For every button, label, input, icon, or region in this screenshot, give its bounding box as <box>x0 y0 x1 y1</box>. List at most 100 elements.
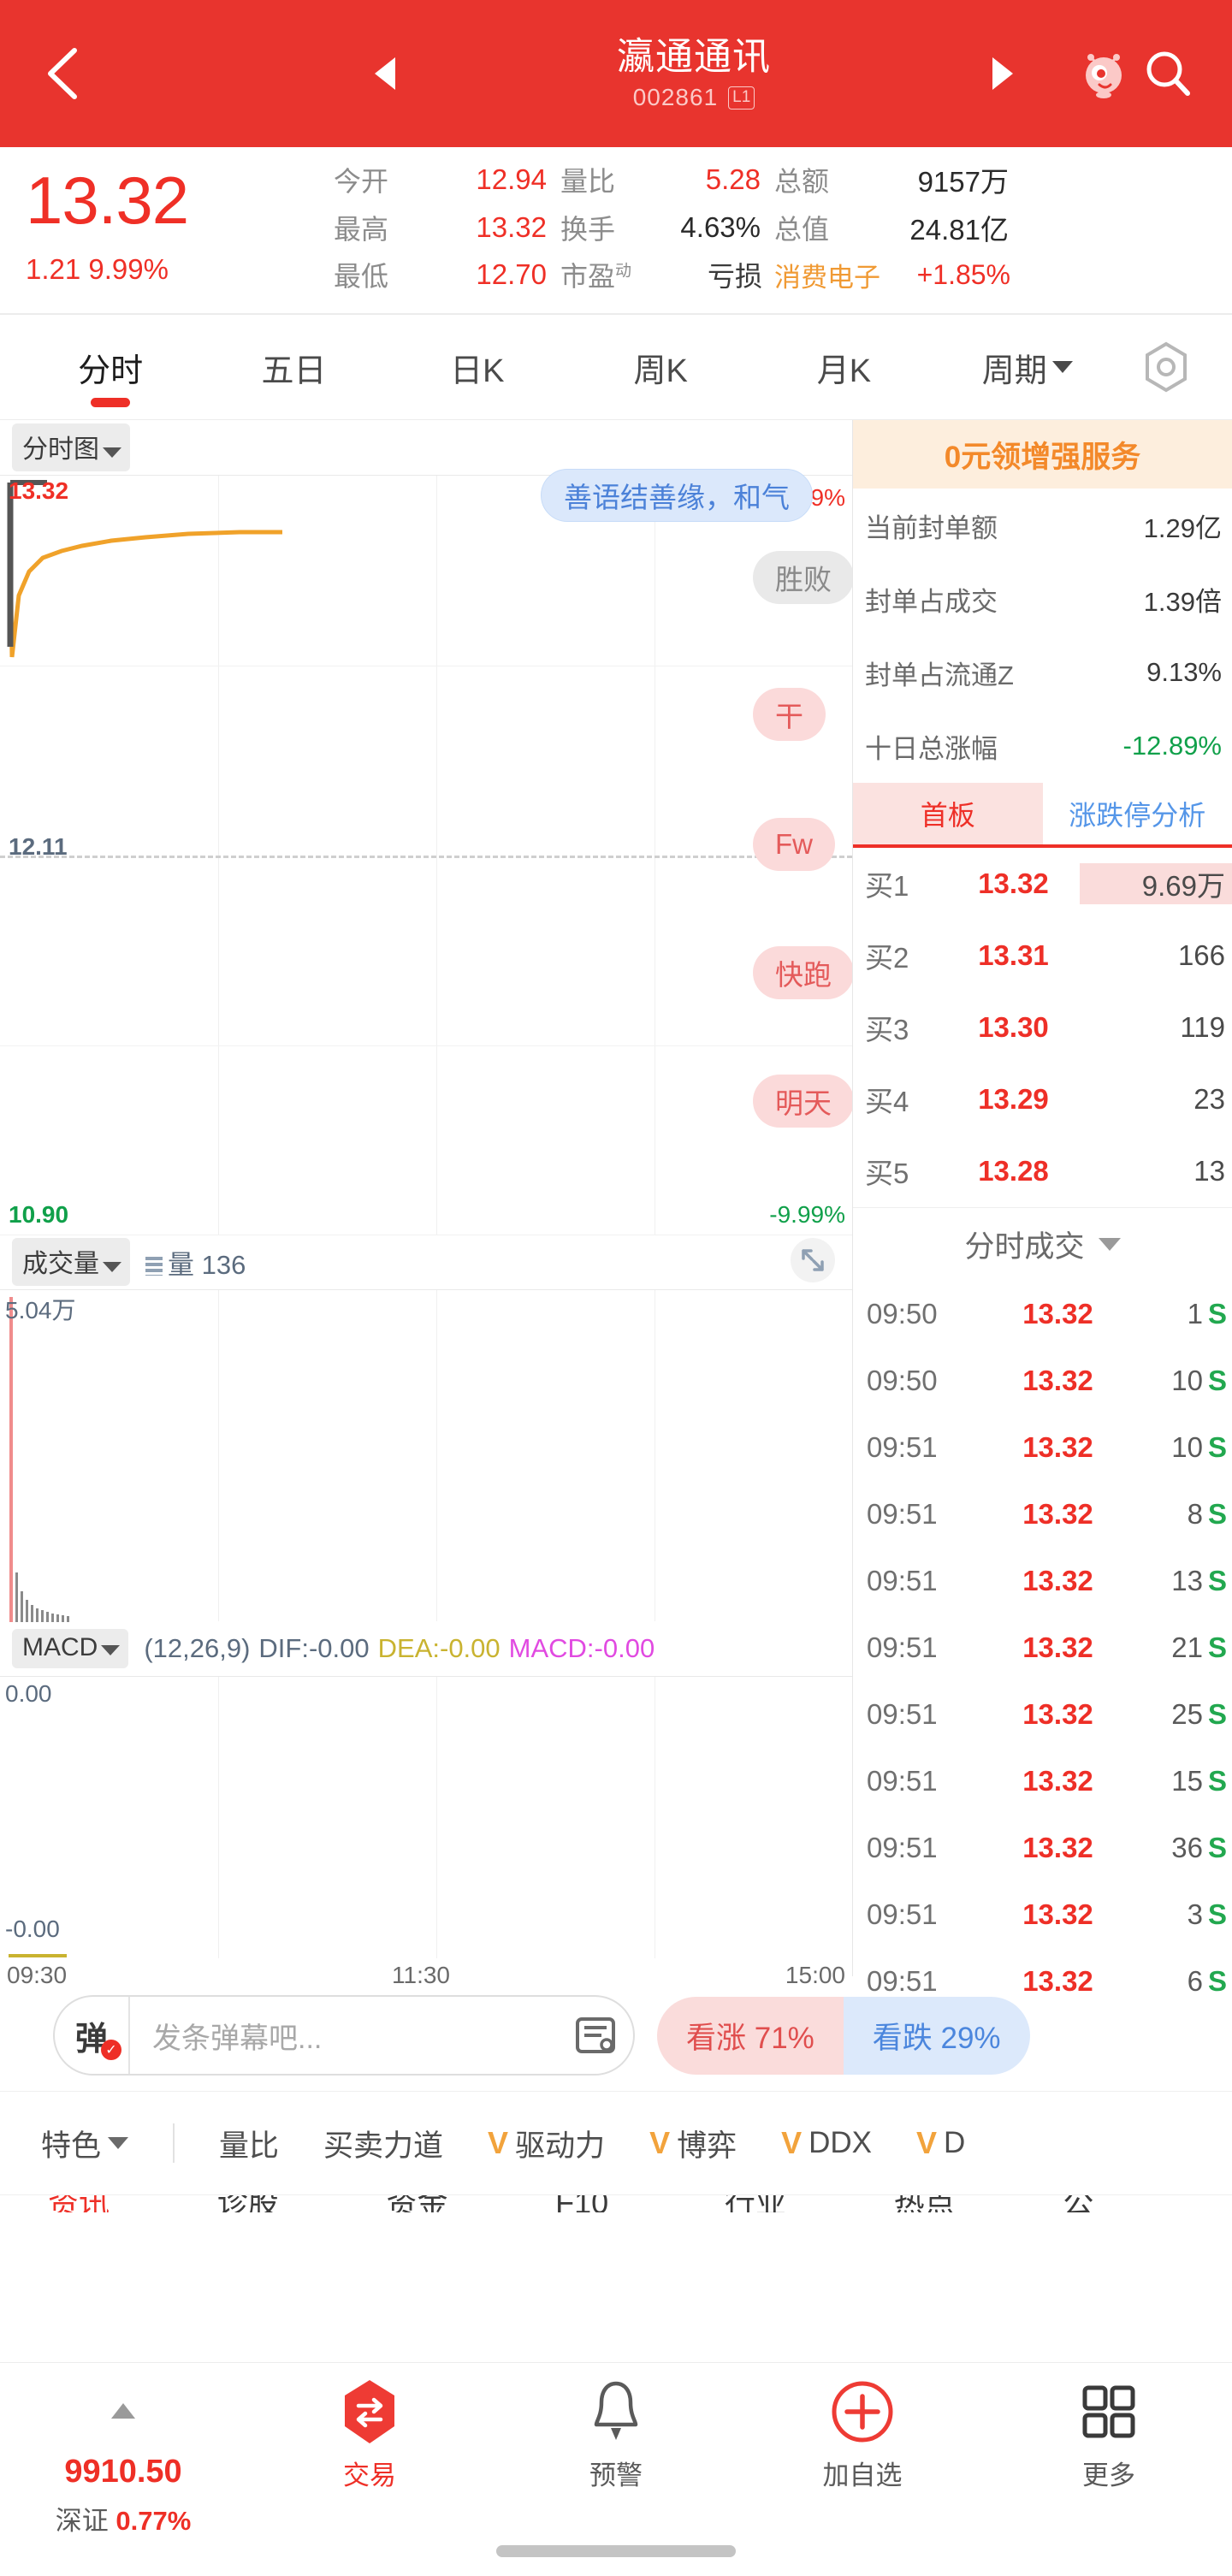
stat-value-volratio: 5.28 <box>705 163 761 195</box>
bearish-button[interactable]: 看跌 29% <box>843 1996 1030 2075</box>
tick-row: 09:51 13.32 36 S <box>853 1815 1232 1881</box>
stat-value-amount: 9157万 <box>917 166 1009 198</box>
side-panel: 0元领增强服务 当前封单额 1.29亿 封单占成交 1.39倍 封单占流通Z 9… <box>852 420 1232 1997</box>
section-tab-hotspot[interactable]: 热点 <box>894 2195 1063 2212</box>
orderbook-label: 买4 <box>865 1086 909 1117</box>
tick-row: 09:51 13.32 15 S <box>853 1748 1232 1815</box>
tab-dayk[interactable]: 日K <box>450 352 505 389</box>
stat-row: 封单占流通Z 9.13% <box>853 636 1232 709</box>
section-tab-funds[interactable]: 资金 <box>386 2195 555 2212</box>
tick-price: 13.32 <box>1022 1631 1093 1663</box>
chart-type-bar: 分时图 <box>0 420 852 475</box>
danmaku-pill[interactable]: 干 <box>753 688 826 741</box>
bell-icon <box>594 2381 638 2440</box>
indicator-ddx[interactable]: V DDX <box>781 2125 872 2161</box>
tick-side: S <box>1207 1832 1227 1863</box>
chart-settings-button[interactable] <box>1119 341 1213 394</box>
danmaku-list-button[interactable] <box>558 2012 633 2058</box>
nav-alert[interactable]: 预警 <box>493 2378 739 2492</box>
chevron-down-icon <box>103 1262 121 1272</box>
tick-row: 09:51 13.32 21 S <box>853 1614 1232 1681</box>
indicator-power[interactable]: 买卖力道 <box>323 2122 443 2165</box>
orderbook-row[interactable]: 买4 13.29 23 <box>853 1063 1232 1135</box>
danmaku-pill[interactable]: 明天 <box>753 1075 854 1128</box>
danmaku-badge[interactable]: 弹 ✓ <box>55 1997 130 2074</box>
sector-tag[interactable]: 消费电子 <box>774 262 880 293</box>
sentiment-toggle: 看涨 71% 看跌 29% <box>657 1996 1030 2075</box>
index-name: 深证 <box>55 2506 109 2536</box>
tab-monthk[interactable]: 月K <box>816 352 872 389</box>
macd-type-chip[interactable]: MACD <box>12 1629 129 1668</box>
mascot-button[interactable] <box>1071 41 1136 106</box>
promo-banner[interactable]: 0元领增强服务 <box>853 420 1232 489</box>
tab-fenshi[interactable]: 分时 <box>19 315 202 419</box>
section-tab-diagnose[interactable]: 诊股 <box>217 2195 387 2212</box>
section-tab-f10[interactable]: F10 <box>555 2195 725 2212</box>
stat-row: 封单占成交 1.39倍 <box>853 562 1232 636</box>
tick-row: 09:51 13.32 6 S <box>853 1948 1232 2015</box>
indicator-more[interactable]: V D <box>916 2125 965 2161</box>
chart-type-label: 分时图 <box>22 435 99 464</box>
price-chart[interactable]: 13.32 12.11 10.90 9.99% -9.99% 善语结善缘，和气 … <box>0 469 854 1235</box>
prev-stock-button[interactable] <box>351 42 419 105</box>
stat-key: 十日总涨幅 <box>865 733 998 764</box>
orderbook-row[interactable]: 买3 13.30 119 <box>853 992 1232 1063</box>
nav-more[interactable]: 更多 <box>986 2378 1232 2492</box>
danmaku-pill[interactable]: 善语结善缘，和气 <box>541 469 813 522</box>
chart-type-chip[interactable]: 分时图 <box>12 423 130 471</box>
danmaku-input[interactable]: 发条弹幕吧... <box>152 2022 323 2055</box>
change-pct: 9.99% <box>88 252 169 285</box>
volume-chart[interactable]: 5.04万 <box>0 1289 852 1622</box>
expand-chart-button[interactable] <box>789 1236 837 1288</box>
danmaku-pill[interactable]: 胜败 <box>753 551 854 604</box>
search-button[interactable] <box>1136 41 1201 106</box>
indicator-driving[interactable]: V 驱动力 <box>488 2122 605 2165</box>
danmaku-pill[interactable]: 快跑 <box>753 946 854 999</box>
orderbook-row[interactable]: 买2 13.31 166 <box>853 920 1232 992</box>
volume-type-chip[interactable]: 成交量 <box>12 1238 130 1286</box>
next-stock-button[interactable] <box>968 42 1037 105</box>
section-tab-news[interactable]: 资讯 <box>48 2195 217 2212</box>
tab-period[interactable]: 周期 <box>936 315 1119 419</box>
stat-label-turnover: 换手 <box>560 214 616 245</box>
macd-bar-header: MACD (12,26,9) DIF:-0.00 DEA:-0.00 MACD:… <box>0 1621 852 1676</box>
triangle-left-icon <box>375 57 395 90</box>
side-tab-shouban[interactable]: 首板 <box>853 783 1043 844</box>
chevron-down-icon <box>1051 361 1073 373</box>
bullish-button[interactable]: 看涨 71% <box>657 1996 844 2075</box>
ticks-header[interactable]: 分时成交 <box>853 1207 1232 1281</box>
nav-trade[interactable]: 交易 <box>246 2378 493 2492</box>
indicator-group-label: 特色 <box>41 2129 102 2163</box>
chevron-down-icon <box>108 2137 129 2149</box>
vip-icon: V <box>649 2125 671 2160</box>
indicator-boyi[interactable]: V 博弈 <box>649 2122 737 2165</box>
triangle-right-icon <box>992 57 1013 90</box>
section-tab-announcement[interactable]: 公 <box>1063 2195 1232 2212</box>
macd-chart[interactable]: 0.00 -0.00 <box>0 1676 852 1958</box>
trade-icon <box>345 2380 394 2443</box>
orderbook-row[interactable]: 买1 13.32 9.69万 <box>853 848 1232 920</box>
bars-icon <box>145 1256 163 1276</box>
section-tab-industry[interactable]: 行业 <box>725 2195 894 2212</box>
tick-volume: 1 <box>1187 1298 1203 1329</box>
tab-weekk[interactable]: 周K <box>633 352 688 389</box>
indicator-group-button[interactable]: 特色 <box>41 2122 129 2165</box>
orderbook-row[interactable]: 买5 13.28 13 <box>853 1135 1232 1207</box>
tab-5day[interactable]: 五日 <box>261 352 327 389</box>
danmaku-pill[interactable]: Fw <box>753 818 835 871</box>
side-tab-limit-analysis[interactable]: 涨跌停分析 <box>1069 800 1206 831</box>
nav-add-watchlist[interactable]: 加自选 <box>739 2378 986 2492</box>
nav-index[interactable]: 9910.50 深证 0.77% <box>0 2378 246 2538</box>
danmaku-input-wrap[interactable]: 弹 ✓ 发条弹幕吧... <box>53 1995 635 2076</box>
indicator-volratio[interactable]: 量比 <box>219 2122 279 2165</box>
tick-row: 09:51 13.32 3 S <box>853 1881 1232 1948</box>
stat-label-amount: 总额 <box>774 166 830 197</box>
section-tabs-clipped: 资讯 诊股 资金 F10 行业 热点 公 <box>0 2195 1232 2248</box>
tick-time: 09:50 <box>867 1365 938 1396</box>
stat-label-low: 最低 <box>334 261 389 292</box>
volume-meta: 量 136 <box>145 1243 246 1282</box>
indicator-label: DDX <box>808 2126 873 2159</box>
orderbook-label: 买5 <box>865 1158 909 1189</box>
back-button[interactable] <box>31 42 94 105</box>
stat-val: 1.29亿 <box>1143 512 1222 543</box>
